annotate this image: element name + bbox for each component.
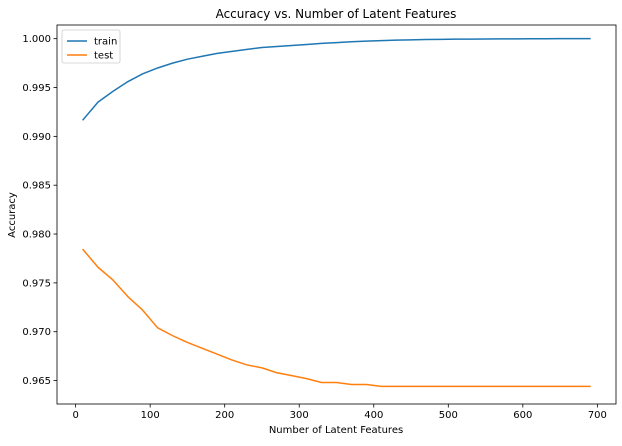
legend-label-train: train <box>94 37 117 48</box>
x-tick-label: 500 <box>439 410 458 421</box>
plot-frame <box>56 24 617 405</box>
y-tick-label: 0.995 <box>22 83 51 94</box>
y-tick-label: 0.975 <box>22 278 51 289</box>
x-tick-label: 600 <box>513 410 532 421</box>
x-tick-label: 200 <box>215 410 234 421</box>
y-tick-label: 0.970 <box>22 327 51 338</box>
x-tick-label: 400 <box>364 410 383 421</box>
legend-label-test: test <box>94 51 113 62</box>
x-axis-title: Number of Latent Features <box>269 425 403 436</box>
y-tick-label: 0.985 <box>22 181 51 192</box>
x-tick-label: 100 <box>141 410 160 421</box>
legend: train test <box>61 29 121 64</box>
series-line-train <box>82 37 591 121</box>
x-tick-label: 0 <box>72 410 78 421</box>
series-line-test <box>82 248 591 388</box>
x-tick-label: 700 <box>588 410 607 421</box>
chart-title: Accuracy vs. Number of Latent Features <box>216 7 457 21</box>
y-tick-label: 0.965 <box>22 376 51 387</box>
x-tick-label: 300 <box>290 410 309 421</box>
y-tick-label: 0.980 <box>22 230 51 241</box>
plot-area: 0 100 200 300 400 500 600 700 0.965 0.970 0.975 0.9… <box>22 24 617 421</box>
y-tick-label: 1.000 <box>22 34 51 45</box>
y-axis-title: Accuracy <box>7 192 18 238</box>
y-tick-label: 0.990 <box>22 132 51 143</box>
